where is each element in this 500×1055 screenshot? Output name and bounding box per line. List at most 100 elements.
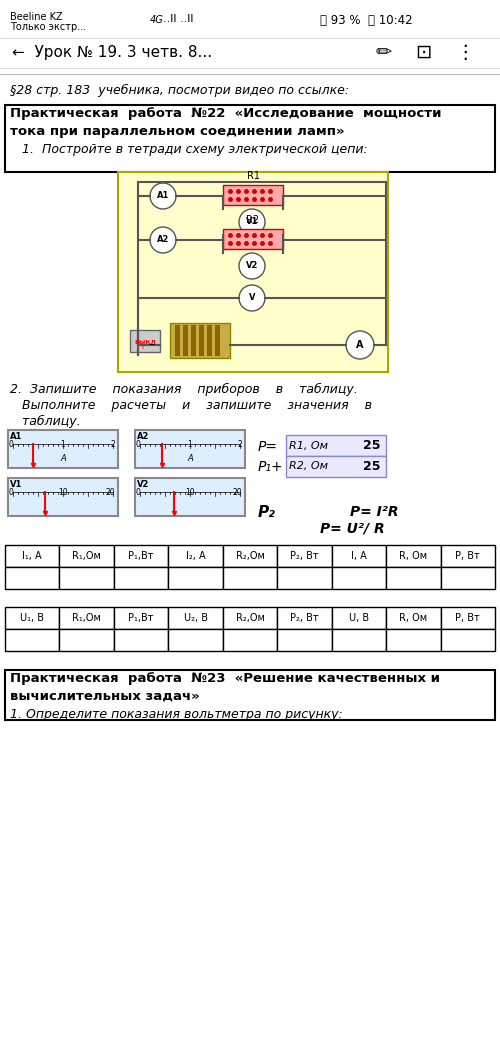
- Text: R2: R2: [246, 215, 260, 225]
- Bar: [5, 670, 495, 720]
- Text: 0: 0: [136, 488, 140, 497]
- Bar: [386, 567, 440, 589]
- Text: U₂, В: U₂, В: [184, 613, 208, 624]
- Text: A1: A1: [10, 431, 22, 441]
- Bar: [114, 545, 168, 567]
- Bar: [114, 629, 168, 651]
- Text: I₁, A: I₁, A: [22, 551, 42, 561]
- Text: P, Вт: P, Вт: [456, 551, 480, 561]
- Bar: [332, 629, 386, 651]
- Text: R₁,Ом: R₁,Ом: [72, 551, 101, 561]
- Text: A: A: [356, 340, 364, 350]
- Circle shape: [239, 253, 265, 279]
- Bar: [5, 567, 60, 589]
- Text: 20: 20: [106, 488, 115, 497]
- Bar: [183, 325, 188, 356]
- Bar: [223, 229, 283, 249]
- Text: вычислительных задач»: вычислительных задач»: [10, 690, 200, 703]
- Text: 2.  Запишите    показания    приборов    в    таблицу.: 2. Запишите показания приборов в таблицу…: [10, 383, 358, 396]
- Text: I, A: I, A: [351, 551, 367, 561]
- Bar: [118, 172, 388, 372]
- Text: A: A: [60, 454, 66, 463]
- Text: R₂,Ом: R₂,Ом: [236, 613, 264, 624]
- Text: +: +: [138, 341, 146, 351]
- Bar: [223, 545, 277, 567]
- Text: Только экстр...: Только экстр...: [10, 22, 86, 32]
- Text: P= U²/ R: P= U²/ R: [320, 522, 384, 536]
- Bar: [5, 629, 60, 651]
- Text: ВЫКЛ: ВЫКЛ: [134, 341, 156, 345]
- Text: U₁, В: U₁, В: [20, 613, 44, 624]
- Bar: [60, 567, 114, 589]
- Bar: [114, 607, 168, 629]
- Bar: [5, 545, 60, 567]
- Text: 10: 10: [58, 488, 68, 497]
- Text: тока при параллельном соединении ламп»: тока при параллельном соединении ламп»: [10, 124, 344, 138]
- Text: 1.  Постройте в тетради схему электрической цепи:: 1. Постройте в тетради схему электрическ…: [10, 143, 368, 156]
- Text: ⊡: ⊡: [415, 42, 432, 61]
- Bar: [332, 545, 386, 567]
- Bar: [277, 629, 332, 651]
- Text: P₂: P₂: [258, 505, 276, 520]
- Bar: [440, 629, 495, 651]
- Bar: [277, 545, 332, 567]
- Text: ..ll ..ll: ..ll ..ll: [163, 14, 194, 24]
- Text: V: V: [249, 293, 256, 303]
- Bar: [277, 567, 332, 589]
- Circle shape: [150, 183, 176, 209]
- Bar: [60, 629, 114, 651]
- Bar: [386, 629, 440, 651]
- Text: R, Ом: R, Ом: [400, 613, 427, 624]
- Bar: [223, 185, 283, 205]
- Text: Практическая  работа  №23  «Решение качественных и: Практическая работа №23 «Решение качеств…: [10, 672, 440, 685]
- Bar: [386, 545, 440, 567]
- Text: V1: V1: [246, 217, 258, 227]
- Text: 20: 20: [232, 488, 242, 497]
- Text: R2, Ом: R2, Ом: [289, 461, 328, 472]
- Bar: [215, 325, 220, 356]
- Text: P₁+: P₁+: [258, 460, 283, 474]
- Text: I₂, A: I₂, A: [186, 551, 206, 561]
- Text: 0: 0: [136, 440, 140, 449]
- Bar: [114, 567, 168, 589]
- Bar: [60, 607, 114, 629]
- Text: ✏: ✏: [375, 42, 392, 61]
- Text: A1: A1: [157, 192, 169, 200]
- Bar: [5, 607, 60, 629]
- Text: 2: 2: [110, 440, 115, 449]
- Bar: [199, 325, 204, 356]
- Text: 1. Определите показания вольтметра по рисунку:: 1. Определите показания вольтметра по ри…: [10, 708, 343, 721]
- Bar: [8, 430, 118, 468]
- Text: 4G: 4G: [150, 15, 164, 25]
- Bar: [332, 607, 386, 629]
- Text: 1: 1: [60, 440, 66, 449]
- Text: V2: V2: [246, 262, 258, 270]
- Text: R1: R1: [246, 171, 260, 181]
- Text: 10: 10: [185, 488, 195, 497]
- Text: Практическая  работа  №22  «Исследование  мощности: Практическая работа №22 «Исследование мо…: [10, 107, 442, 120]
- Bar: [440, 545, 495, 567]
- Text: §28 стр. 183  учебника, посмотри видео по ссылке:: §28 стр. 183 учебника, посмотри видео по…: [10, 84, 349, 97]
- Text: A2: A2: [137, 431, 149, 441]
- Bar: [5, 106, 495, 172]
- Bar: [168, 545, 223, 567]
- Text: 🔔 93 %  🔋 10:42: 🔔 93 % 🔋 10:42: [320, 14, 412, 27]
- Text: Beeline KZ: Beeline KZ: [10, 12, 62, 22]
- Text: P= I²R: P= I²R: [350, 505, 399, 519]
- Text: 1: 1: [188, 440, 192, 449]
- Text: P₂, Вт: P₂, Вт: [290, 551, 319, 561]
- Bar: [440, 567, 495, 589]
- Bar: [386, 607, 440, 629]
- Text: A2: A2: [157, 235, 169, 245]
- Bar: [191, 325, 196, 356]
- Bar: [223, 607, 277, 629]
- Text: таблицу.: таблицу.: [10, 415, 80, 428]
- Bar: [440, 607, 495, 629]
- Text: –: –: [149, 338, 155, 351]
- Text: 0: 0: [8, 440, 14, 449]
- Text: V2: V2: [137, 480, 149, 490]
- Bar: [223, 629, 277, 651]
- Text: P₁,Вт: P₁,Вт: [128, 613, 154, 624]
- Text: A: A: [187, 454, 193, 463]
- Bar: [168, 629, 223, 651]
